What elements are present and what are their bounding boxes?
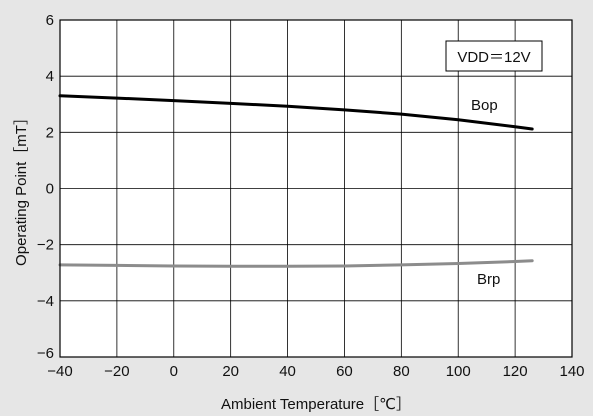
x-tick-label: −20 xyxy=(104,363,129,380)
condition-box: VDD＝12V xyxy=(445,40,543,72)
x-tick-label: 20 xyxy=(222,363,239,380)
x-tick-label: 140 xyxy=(559,363,584,380)
y-tick-label: −4 xyxy=(37,293,54,310)
series-line-brp xyxy=(58,259,534,268)
y-axis-title: Operating Point［mT］ xyxy=(13,110,30,266)
y-tick-label: −2 xyxy=(37,237,54,254)
plot-frame xyxy=(59,19,573,358)
series-lines xyxy=(58,94,534,268)
y-tick-label: 6 xyxy=(46,12,54,29)
x-tick-label: 100 xyxy=(446,363,471,380)
series-line-bop xyxy=(58,94,534,131)
y-tick-label: 2 xyxy=(46,124,54,141)
grid-lines xyxy=(60,20,572,357)
x-tick-label: 0 xyxy=(170,363,178,380)
y-tick-label: −6 xyxy=(37,345,54,362)
series-label-bop: Bop xyxy=(471,97,498,114)
y-tick-label: 4 xyxy=(46,68,54,85)
x-tick-label: 80 xyxy=(393,363,410,380)
y-tick-label: 0 xyxy=(46,181,54,198)
y-tick-labels: −6 −4 −2 0 2 4 6 xyxy=(37,12,54,362)
x-tick-label: 120 xyxy=(503,363,528,380)
x-tick-label: −40 xyxy=(47,363,72,380)
x-tick-label: 40 xyxy=(279,363,296,380)
x-tick-label: 60 xyxy=(336,363,353,380)
x-axis-title: Ambient Temperature［℃］ xyxy=(221,396,411,413)
x-tick-labels: −40 −20 0 20 40 60 80 100 120 140 xyxy=(47,363,584,380)
series-label-brp: Brp xyxy=(477,271,500,288)
condition-label: VDD＝12V xyxy=(457,49,530,66)
